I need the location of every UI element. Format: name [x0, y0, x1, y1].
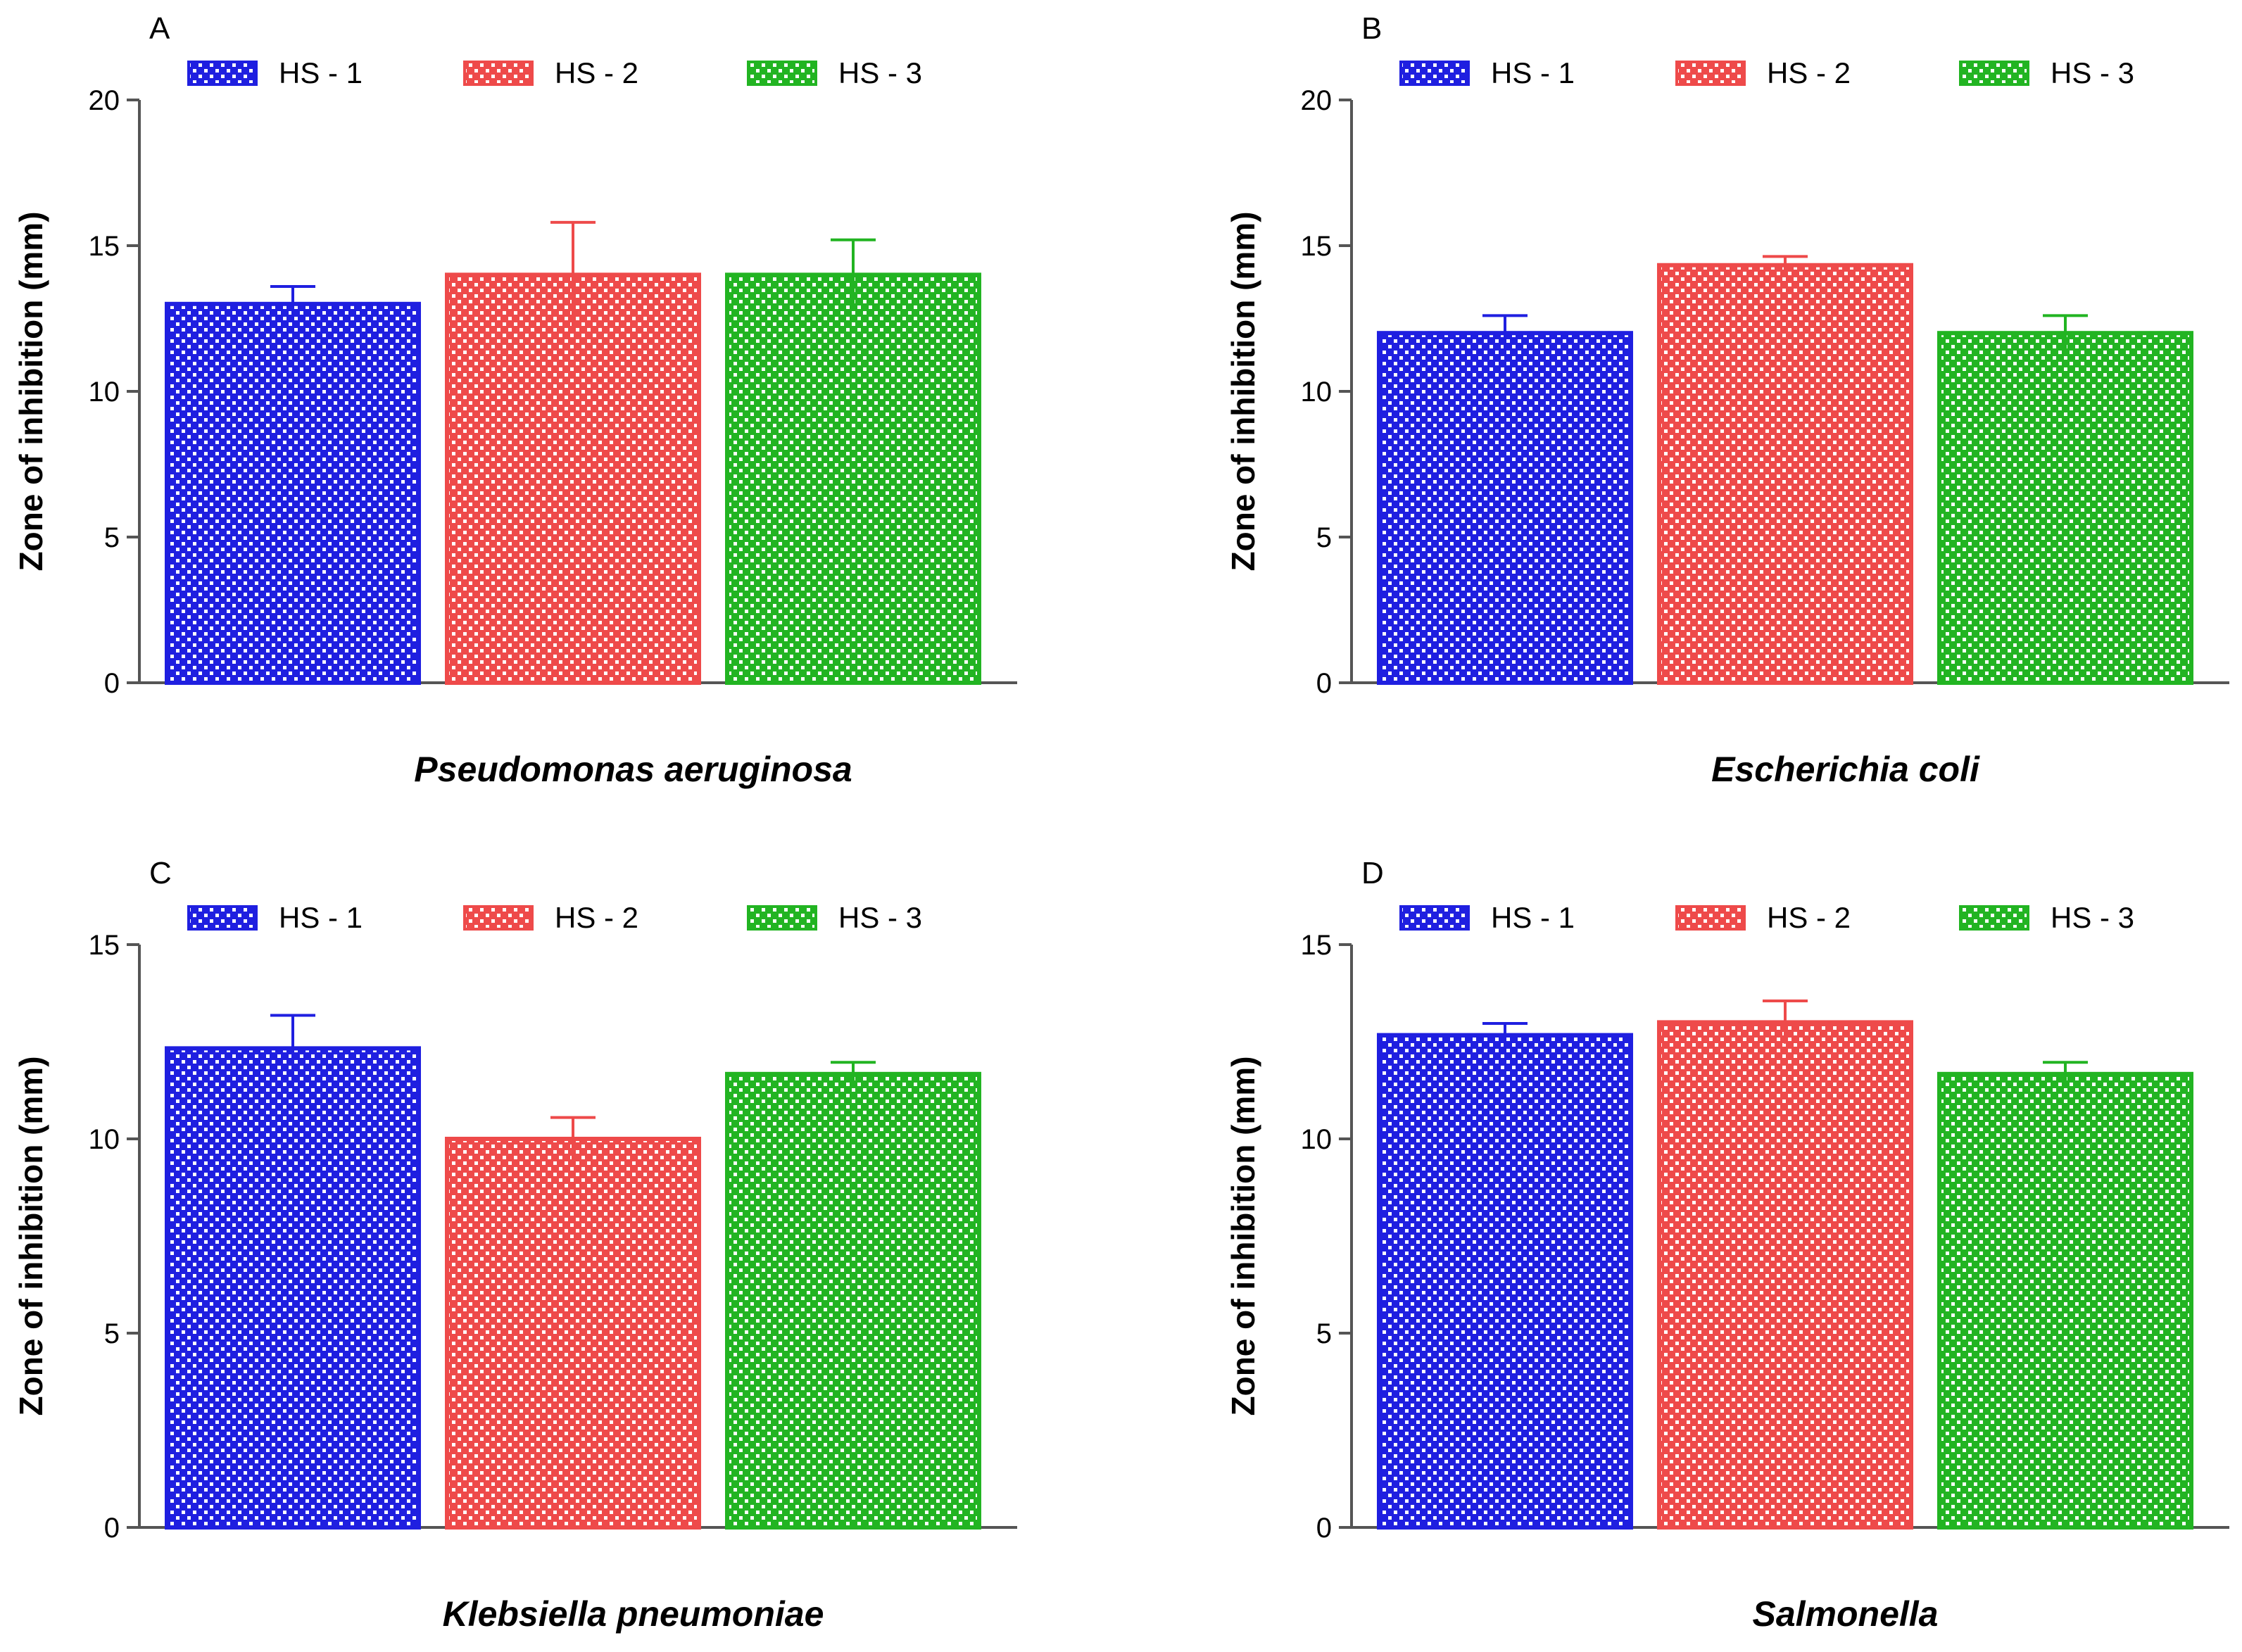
- chart-a-x-axis-title: Pseudomonas aeruginosa: [414, 750, 852, 789]
- chart-b-y-tick-label: 5: [1316, 522, 1332, 553]
- chart-c-y-tick-label: 15: [89, 930, 120, 961]
- chart-a-legend-swatch-3: [747, 61, 817, 86]
- chart-a-y-tick-label: 15: [89, 231, 120, 262]
- chart-d-legend-swatch-3: [1959, 905, 2029, 931]
- chart-b-bar-3: [1937, 331, 2193, 685]
- chart-d-y-tick-label: 15: [1301, 930, 1333, 961]
- chart-b-legend-swatch-2: [1675, 61, 1746, 86]
- chart-b-legend-swatch-3: [1959, 61, 2029, 86]
- chart-d-x-axis-title: Salmonella: [1753, 1594, 1939, 1634]
- chart-a-panel-letter: A: [149, 11, 170, 46]
- chart-b-y-tick-label: 20: [1301, 85, 1333, 116]
- chart-a-bar-2: [445, 272, 701, 685]
- chart-c: C HS - 1 HS - 2 HS - 3 0 5 10 15 Zone of inhibit…: [13, 856, 1017, 1634]
- chart-d-y-tick-label: 5: [1316, 1318, 1332, 1349]
- chart-c-legend-label-2: HS - 2: [555, 901, 638, 934]
- chart-a-y-tick-label: 0: [104, 668, 120, 699]
- chart-d-legend-swatch-1: [1399, 905, 1470, 931]
- chart-c-bar-3: [725, 1071, 981, 1530]
- chart-a: A HS - 1 HS - 2 HS - 3 0 5 10 15 20 Zone of inhib…: [13, 11, 1017, 789]
- chart-a-legend-swatch-1: [187, 61, 258, 86]
- chart-b-bar-2: [1657, 263, 1913, 686]
- chart-b-x-axis-title: Escherichia coli: [1711, 750, 1980, 789]
- chart-b-y-axis-title: Zone of inhibition (mm): [1225, 211, 1261, 571]
- chart-b-bar-1: [1377, 331, 1633, 685]
- chart-d-bar-1: [1377, 1033, 1633, 1530]
- chart-d: D HS - 1 HS - 2 HS - 3 0 5 10 15 Zone of inhibit…: [1225, 856, 2229, 1634]
- chart-b-y-tick-label: 15: [1301, 231, 1333, 262]
- chart-c-legend-swatch-3: [747, 905, 817, 931]
- chart-d-bar-2: [1657, 1020, 1913, 1530]
- chart-a-y-tick-label: 10: [89, 377, 120, 408]
- chart-c-y-tick-label: 0: [104, 1513, 120, 1544]
- chart-c-legend-label-3: HS - 3: [838, 901, 922, 934]
- chart-d-bar-3: [1937, 1071, 2193, 1530]
- chart-a-legend-label-1: HS - 1: [279, 56, 363, 89]
- chart-d-legend-label-1: HS - 1: [1491, 901, 1575, 934]
- chart-c-x-axis-title: Klebsiella pneumoniae: [443, 1594, 824, 1634]
- chart-b-legend-swatch-1: [1399, 61, 1470, 86]
- chart-b-legend-label-2: HS - 2: [1767, 56, 1851, 89]
- chart-b-legend-label-3: HS - 3: [2051, 56, 2134, 89]
- chart-a-legend-label-2: HS - 2: [555, 56, 638, 89]
- chart-a-legend-swatch-2: [463, 61, 534, 86]
- chart-d-legend-label-3: HS - 3: [2051, 901, 2134, 934]
- chart-c-y-tick-label: 5: [104, 1318, 120, 1349]
- chart-c-y-axis-title: Zone of inhibition (mm): [13, 1056, 49, 1415]
- chart-a-y-tick-label: 5: [104, 522, 120, 553]
- chart-b: B HS - 1 HS - 2 HS - 3 0 5 10 15 20 Zone of inhib…: [1225, 11, 2229, 789]
- chart-b-y-tick-label: 10: [1301, 377, 1333, 408]
- chart-c-legend-swatch-1: [187, 905, 258, 931]
- chart-a-bar-3: [725, 272, 981, 685]
- chart-a-legend-label-3: HS - 3: [838, 56, 922, 89]
- chart-a-y-axis-title: Zone of inhibition (mm): [13, 211, 49, 571]
- chart-d-y-tick-label: 0: [1316, 1513, 1332, 1544]
- chart-b-panel-letter: B: [1361, 11, 1382, 46]
- chart-c-legend-swatch-2: [463, 905, 534, 931]
- chart-a-y-tick-label: 20: [89, 85, 120, 116]
- chart-c-bar-1: [165, 1046, 421, 1530]
- chart-d-legend-label-2: HS - 2: [1767, 901, 1851, 934]
- chart-d-y-axis-title: Zone of inhibition (mm): [1225, 1056, 1261, 1415]
- chart-a-bar-1: [165, 301, 421, 685]
- chart-d-legend-swatch-2: [1675, 905, 1746, 931]
- chart-b-y-tick-label: 0: [1316, 668, 1332, 699]
- chart-d-panel-letter: D: [1361, 856, 1384, 890]
- chart-c-panel-letter: C: [149, 856, 172, 890]
- chart-c-bar-2: [445, 1137, 701, 1530]
- chart-b-legend-label-1: HS - 1: [1491, 56, 1575, 89]
- chart-c-legend-label-1: HS - 1: [279, 901, 363, 934]
- chart-d-y-tick-label: 10: [1301, 1124, 1333, 1155]
- chart-c-y-tick-label: 10: [89, 1124, 120, 1155]
